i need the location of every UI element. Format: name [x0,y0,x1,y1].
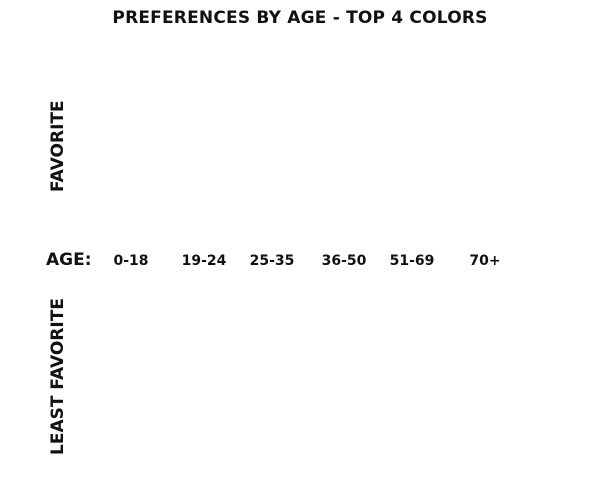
favorite-figure-25-35 [227,48,313,234]
least-band-36-50-brown [292,341,390,402]
least-band-25-35-brown [224,285,308,349]
age-label-3: 36-50 [321,253,367,269]
favorite-band-70+-red [456,48,534,127]
least-figure-25-35 [224,285,308,474]
least-figure-36-50 [292,285,390,474]
least-band-19-24-brown [159,295,241,374]
favorite-band-0-18-blue [90,94,172,120]
least-band-51-69-orange [364,285,468,327]
favorite-band-51-69-green [364,113,462,163]
age-label-2: 25-35 [249,253,295,269]
favorite-band-19-24-blue [157,55,243,120]
least-band-70+-purple [449,447,543,474]
favorite-figure-0-18 [90,94,172,235]
favorite-band-19-24-red [157,174,243,203]
least-figure-51-69 [364,285,468,474]
least-figure-70+ [449,285,543,474]
favorite-band-51-69-purple [364,163,462,202]
favorite-figure-19-24 [157,55,243,236]
favorite-band-70+-purple [456,191,534,218]
age-label-4: 51-69 [389,253,435,269]
favorite-figure-70+ [456,48,534,237]
favorite-figure-36-50 [296,45,390,236]
least-band-51-69-gray [364,439,468,473]
least-band-36-50-purple [292,402,390,444]
least-band-51-69-brown [364,326,468,398]
favorite-band-36-50-red [296,205,390,236]
favorite-band-25-35-blue [227,48,313,115]
least-figure-19-24 [159,295,241,474]
least-band-0-18-gray [83,447,169,473]
least-band-0-18-yellow [83,380,169,425]
least-band-0-18-orange [83,425,169,448]
least-band-25-35-yellow [224,349,308,402]
favorite-band-36-50-blue [296,45,390,118]
favorite-band-70+-orange [456,217,534,236]
least-band-36-50-yellow [292,285,390,342]
favorite-band-19-24-purple [157,203,243,236]
least-band-36-50-orange [292,443,390,474]
favorite-band-0-18-green [90,119,172,148]
least-band-25-35-orange [224,402,308,444]
least-band-25-35-purple [224,443,308,474]
least-band-19-24-orange [159,412,241,445]
favorite-band-36-50-purple [296,178,390,205]
age-axis-label: AGE: [46,250,92,270]
favorite-band-25-35-red [227,200,313,234]
favorite-band-36-50-green [296,117,390,178]
least-band-70+-orange [449,420,543,447]
least-figure-0-18 [83,313,169,474]
favorite-band-0-18-purple [90,186,172,234]
least-band-0-18-brown [83,313,169,381]
favorite-band-51-69-red [364,201,462,236]
favorite-band-51-69-blue [364,45,462,114]
favorite-band-70+-blue [456,127,534,191]
least-band-19-24-yellow [159,373,241,413]
age-label-5: 70+ [469,253,501,269]
favorite-band-19-24-green [157,120,243,175]
favorite-band-25-35-purple [227,166,313,200]
favorite-figure-51-69 [364,45,462,236]
age-label-0: 0-18 [113,253,149,269]
age-label-1: 19-24 [181,253,227,269]
least-band-70+-black [449,368,543,421]
favorite-band-25-35-green [227,115,313,167]
least-band-70+-brown [449,285,543,368]
favorite-band-0-18-red [90,147,172,187]
least-band-19-24-gray [159,445,241,474]
chart-title: PREFERENCES BY AGE - TOP 4 COLORS [112,8,488,28]
least-band-51-69-yellow [364,398,468,440]
